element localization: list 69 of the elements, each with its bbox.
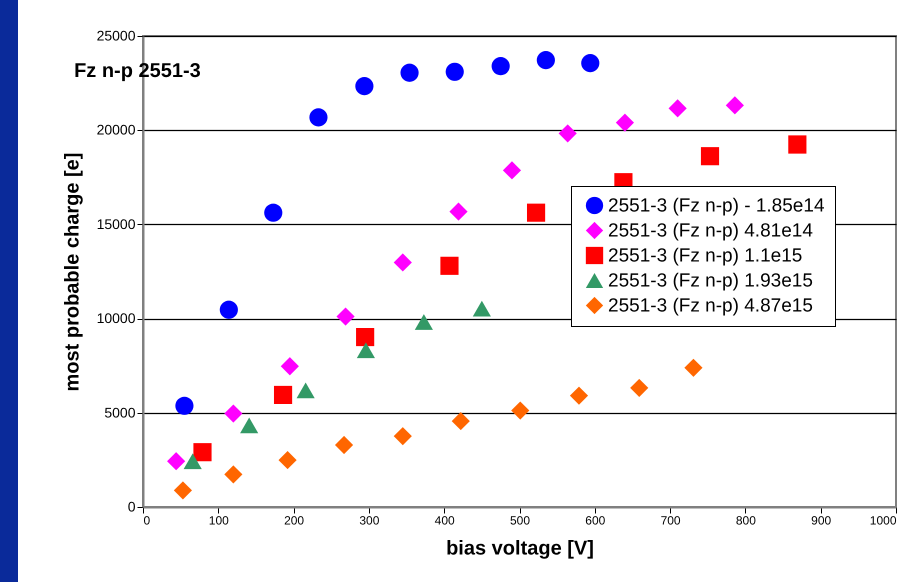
text: Fz n-p 2551-3 (74, 60, 201, 82)
point (616, 114, 634, 132)
x-tick-label: 800 (736, 514, 756, 528)
point (240, 418, 258, 434)
legend-label: 2551-3 (Fz n-p) - 1.85e14 (608, 196, 825, 216)
point (394, 253, 412, 272)
point (224, 404, 242, 423)
point (526, 204, 546, 222)
legend-label: 2551-3 (Fz n-p) 4.81e14 (608, 220, 814, 242)
y-tick-label: 0 (128, 498, 136, 514)
point (726, 96, 744, 114)
x-tick-label: 300 (359, 514, 380, 528)
point (175, 396, 194, 415)
x-tick-label: 1000 (870, 514, 897, 528)
point (309, 108, 328, 126)
point (472, 300, 491, 316)
y-tick-label: 5000 (104, 404, 136, 420)
x-tick-label: 0 (144, 514, 150, 528)
point (511, 401, 530, 420)
y-axis-title: most probable charge [e] (62, 152, 84, 392)
point (700, 147, 720, 166)
x-tick-label: 900 (811, 514, 832, 528)
legend-label: 2551-3 (Fz n-p) 4.87e15 (608, 296, 813, 316)
x-tick-label: 400 (434, 514, 456, 528)
legend-label: 2551-3 (Fz n-p) 1.93e15 (608, 270, 813, 292)
x-tick-label: 600 (585, 514, 606, 528)
point (264, 204, 282, 222)
point (581, 54, 600, 72)
x-tick-label: 700 (660, 514, 681, 528)
point (630, 378, 648, 398)
point (274, 386, 292, 404)
point (440, 256, 459, 275)
point (278, 451, 297, 470)
point (280, 357, 299, 376)
point (193, 443, 212, 462)
legend-label: 2551-3 (Fz n-p) 1.1e15 (608, 246, 802, 266)
point (356, 342, 375, 358)
x-tick-label: 200 (284, 514, 304, 528)
point (184, 453, 202, 470)
point (414, 314, 433, 330)
point (452, 412, 470, 430)
point (536, 51, 555, 70)
x-axis-title: bias voltage [V] (446, 538, 594, 560)
point (684, 358, 703, 377)
y-tick-label: 15000 (96, 216, 136, 232)
point (167, 452, 186, 470)
y-tick-label: 20000 (96, 122, 136, 138)
point (355, 77, 374, 96)
point (446, 62, 464, 81)
y-tick-label: 10000 (96, 310, 136, 326)
point (174, 481, 192, 500)
point (570, 386, 588, 405)
point (788, 135, 806, 154)
point (449, 202, 468, 221)
point (492, 57, 510, 76)
point (356, 328, 374, 346)
point (224, 465, 242, 484)
x-tick-label: 500 (510, 514, 530, 528)
point (502, 161, 522, 180)
x-tick-label: 100 (208, 514, 230, 528)
point (668, 99, 687, 118)
point (394, 427, 412, 446)
point (336, 307, 355, 326)
y-tick-label: 25000 (96, 28, 136, 44)
point (334, 436, 354, 454)
point (220, 300, 238, 319)
point (558, 124, 577, 142)
point (400, 64, 419, 82)
point (296, 382, 315, 398)
